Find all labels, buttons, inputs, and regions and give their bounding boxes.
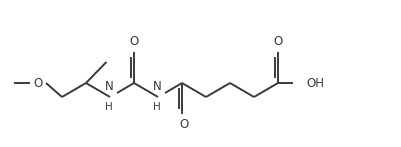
Text: H: H bbox=[105, 102, 113, 112]
Text: O: O bbox=[273, 35, 283, 48]
Text: OH: OH bbox=[306, 76, 324, 90]
Text: N: N bbox=[153, 80, 161, 93]
Text: O: O bbox=[33, 76, 43, 90]
Text: N: N bbox=[105, 80, 113, 93]
Text: H: H bbox=[153, 102, 161, 112]
Text: O: O bbox=[179, 118, 188, 131]
Text: O: O bbox=[130, 35, 139, 48]
